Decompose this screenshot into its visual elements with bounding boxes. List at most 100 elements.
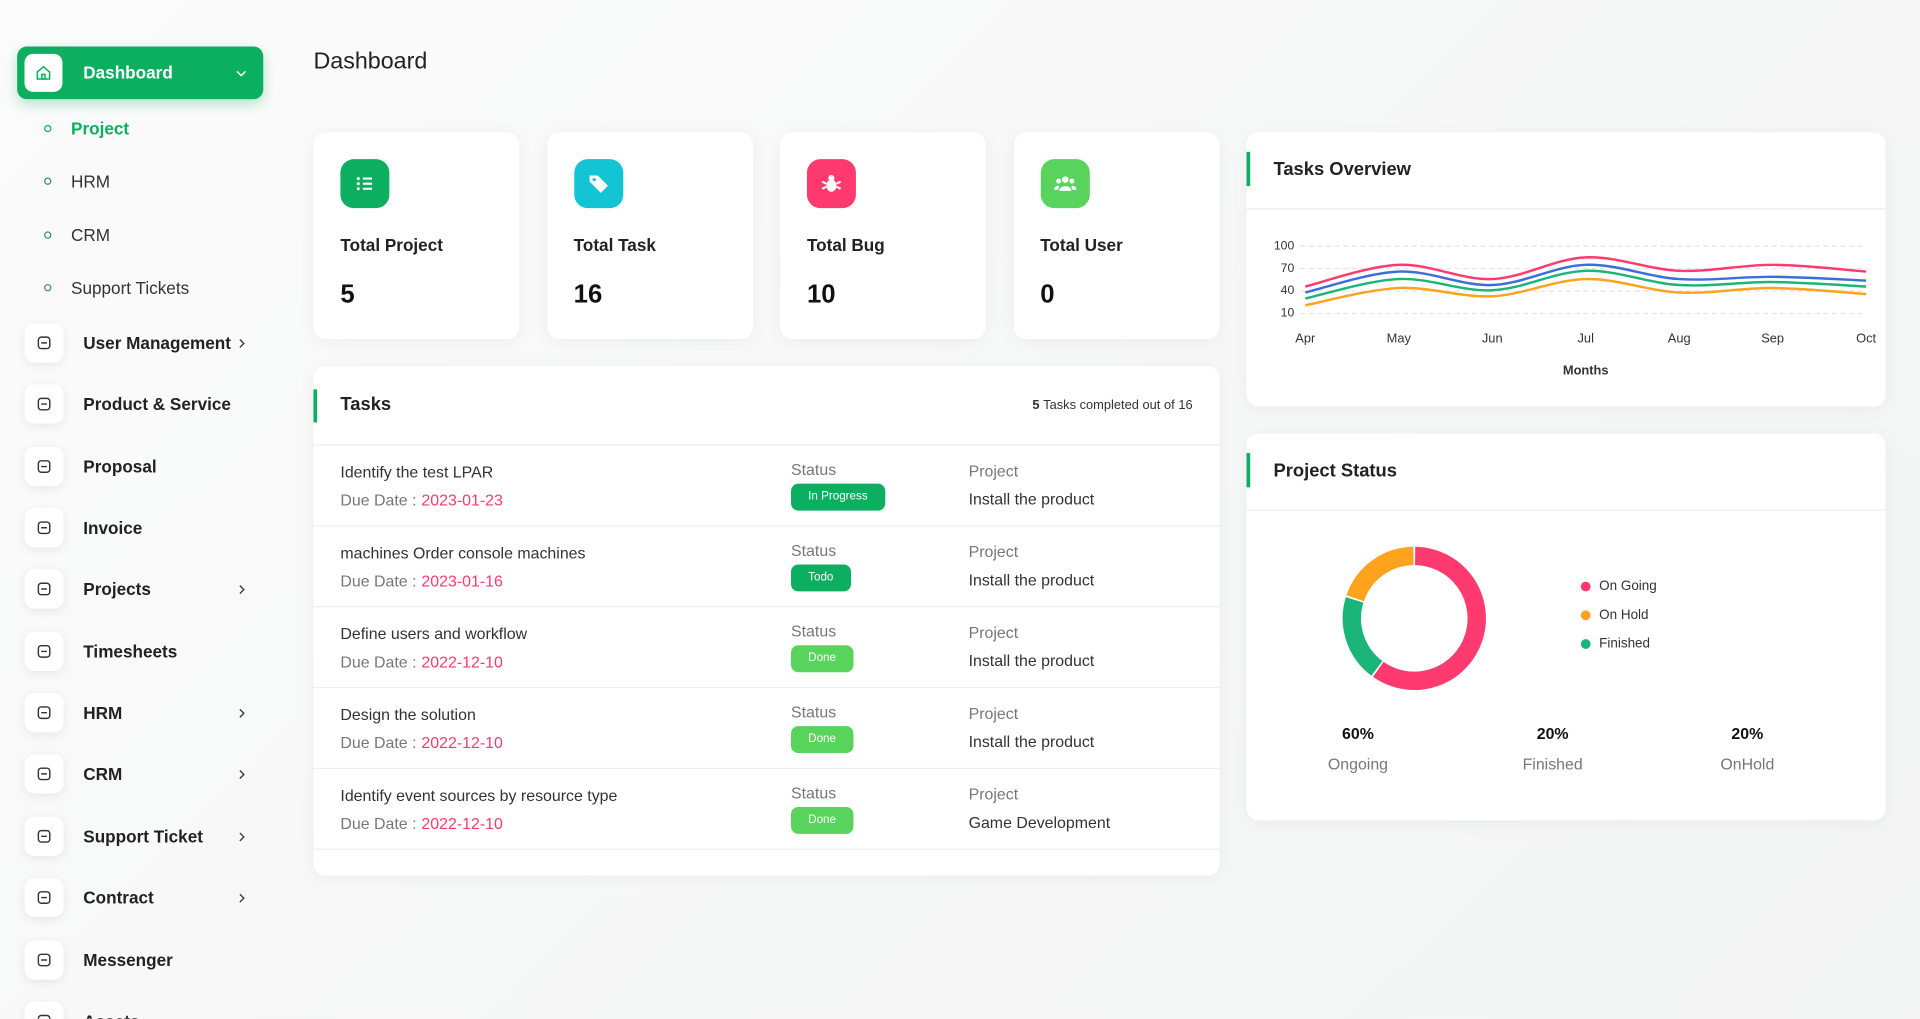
- icon-part: [41, 73, 46, 80]
- x-tick-label: Apr: [1295, 331, 1316, 346]
- icon-part: [356, 187, 360, 191]
- status-badge: Done: [791, 645, 854, 673]
- sidebar-item[interactable]: HRM: [17, 688, 263, 737]
- sidebar-subitem[interactable]: Support Tickets: [37, 269, 264, 306]
- y-tick-label: 100: [1274, 238, 1295, 252]
- task-due: Due Date :2023-01-23: [340, 491, 502, 509]
- sidebar-item[interactable]: Assets: [17, 997, 263, 1019]
- icon-part: [37, 521, 51, 535]
- icon-part: [239, 339, 245, 348]
- stat-value: 10: [806, 280, 836, 309]
- icon-part: [37, 1014, 51, 1019]
- task-row: Identify event sources by resource type D…: [313, 768, 1220, 850]
- tasks-summary: 5 Tasks completed out of 16: [1032, 398, 1192, 413]
- project-status-panel: Project Status On Going On Hold Finished 60%…: [1246, 433, 1886, 821]
- icon: [588, 175, 608, 193]
- task-name: Define users and workflow: [340, 624, 528, 643]
- icon: [1053, 176, 1076, 191]
- sidebar-item[interactable]: Contract: [17, 873, 263, 922]
- sidebar-item[interactable]: Projects: [17, 565, 263, 614]
- icon: [37, 644, 51, 658]
- icon-part: [1068, 178, 1074, 184]
- sub-dot: [44, 283, 52, 292]
- x-tick-label: Jul: [1578, 331, 1594, 346]
- task-row: Define users and workflow Due Date :2022-…: [313, 606, 1220, 689]
- icon-part: [1058, 186, 1071, 191]
- sidebar-icon: [24, 1001, 64, 1019]
- stat-label: Total Bug: [806, 235, 885, 255]
- legend-dot: [1580, 610, 1591, 621]
- donut-segment: [1342, 597, 1383, 676]
- y-tick-label: 40: [1281, 283, 1295, 297]
- panel-title: Tasks: [340, 394, 392, 416]
- sidebar-item[interactable]: Invoice: [17, 503, 263, 552]
- sidebar-icon: [24, 569, 64, 610]
- sidebar-subitem[interactable]: HRM: [37, 163, 264, 200]
- chevron: [236, 70, 247, 77]
- icon-part: [821, 180, 842, 190]
- line-series: [1305, 277, 1867, 307]
- icon: [37, 459, 51, 473]
- status-badge: Todo: [791, 564, 851, 592]
- icon: [356, 177, 373, 191]
- icon: [37, 706, 51, 720]
- icon-part: [236, 70, 247, 77]
- status-badge: Done: [791, 806, 854, 834]
- project-heading: Project: [968, 784, 1019, 804]
- sidebar-label: CRM: [71, 224, 111, 245]
- icon-part: [37, 767, 51, 781]
- sidebar-subitem[interactable]: CRM: [37, 216, 264, 253]
- status-heading: Status: [791, 702, 837, 722]
- icon-part: [239, 770, 245, 780]
- task-name: Identify event sources by resource type: [340, 786, 618, 805]
- chevron: [239, 832, 245, 842]
- due-date: 2023-01-23: [421, 491, 503, 510]
- icon-part: [37, 459, 51, 473]
- y-tick-label: 70: [1281, 261, 1295, 275]
- project-heading: Project: [968, 461, 1019, 481]
- chevron: [239, 708, 245, 718]
- due-date: 2022-12-10: [421, 733, 503, 752]
- sidebar-icon: [24, 384, 64, 425]
- summary-text: Tasks completed out of: [1043, 397, 1175, 413]
- y-tick-label: 10: [1281, 306, 1295, 320]
- donut-segment: [1373, 546, 1486, 690]
- icon-part: [1055, 178, 1061, 184]
- line-series: [1305, 269, 1867, 300]
- task-row: Identify the test LPAR Due Date :2023-01-…: [313, 444, 1220, 527]
- chevron: [239, 585, 245, 595]
- status-heading: Status: [791, 783, 837, 803]
- line-series: [1305, 256, 1867, 288]
- stat-label: Total User: [1040, 235, 1123, 255]
- icon-part: [37, 829, 51, 843]
- accent-bar: [313, 389, 318, 423]
- icon-part: [591, 177, 596, 182]
- sidebar-item-active[interactable]: Dashboard: [17, 46, 264, 100]
- line-series: [1305, 263, 1867, 294]
- icon: [37, 336, 51, 350]
- status-heading: Status: [791, 622, 837, 641]
- chevron: [239, 339, 245, 348]
- sidebar-item[interactable]: Messenger: [17, 935, 263, 984]
- sidebar-item[interactable]: Timesheets: [17, 627, 263, 676]
- total-count: 16: [1178, 397, 1193, 413]
- icon: [37, 891, 51, 905]
- sidebar-icon: [24, 878, 64, 918]
- sidebar-item[interactable]: Product & Service: [17, 380, 263, 429]
- sidebar-item[interactable]: Proposal: [17, 442, 263, 491]
- sidebar-icon: [24, 754, 64, 795]
- status-badge: Done: [791, 726, 854, 754]
- sidebar-item[interactable]: CRM: [17, 750, 263, 799]
- donut-segment: [1346, 546, 1414, 602]
- sidebar-item[interactable]: Support Ticket: [17, 812, 263, 861]
- tasks-panel: Tasks 5 Tasks completed out of 16 Identify t…: [313, 366, 1220, 876]
- sidebar-item[interactable]: User Management: [17, 318, 263, 367]
- icon: [37, 398, 51, 411]
- sidebar-subitem[interactable]: Project: [37, 110, 264, 147]
- x-tick-label: Aug: [1668, 331, 1691, 346]
- due-date: 2022-12-10: [421, 652, 503, 672]
- sub-dot: [44, 230, 52, 239]
- icon-part: [1061, 176, 1068, 183]
- summary-label: Finished: [1523, 757, 1583, 774]
- separator: [1246, 509, 1886, 511]
